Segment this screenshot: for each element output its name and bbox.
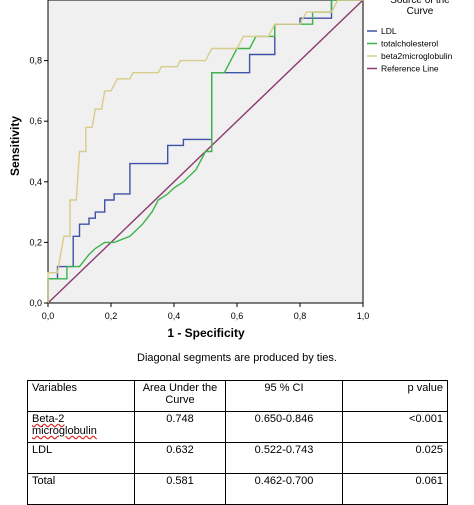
header-variables: Variables bbox=[27, 380, 135, 412]
legend-label-beta2microglobulin: beta2microglobulin bbox=[381, 51, 453, 61]
roc-chart: 0,0 0,2 0,4 0,6 0,8 1,0 0,0 0,2 0,4 0,6 0,8 1 - Sp… bbox=[8, 0, 453, 340]
row-p-value: 0.025 bbox=[342, 442, 448, 474]
row-auc: 0.581 bbox=[134, 473, 226, 505]
x-tick-label: 0,8 bbox=[294, 311, 307, 321]
x-axis-label: 1 - Specificity bbox=[167, 326, 245, 340]
legend: Source of the Curve LDL totalcholesterol be… bbox=[367, 0, 453, 74]
row-ci: 0.522-0.743 bbox=[225, 442, 343, 474]
row-ci: 0.650-0.846 bbox=[225, 411, 343, 443]
y-tick-label: 0,8 bbox=[29, 56, 42, 66]
row-variable: Beta-2 microglobulin bbox=[27, 411, 135, 443]
legend-title-line2: Curve bbox=[407, 6, 434, 17]
x-tick-label: 0,2 bbox=[105, 311, 118, 321]
header-ci: 95 % CI bbox=[225, 380, 343, 412]
row-p-value: <0.001 bbox=[342, 411, 448, 443]
x-tick-label: 0,4 bbox=[168, 311, 181, 321]
series-layer bbox=[47, 0, 364, 304]
table-row: Total 0.581 0.462-0.700 0.061 bbox=[27, 473, 448, 505]
y-tick-label: 0,6 bbox=[29, 116, 42, 126]
table-header-row: Variables Area Under the Curve 95 % CI p… bbox=[27, 380, 448, 412]
x-tick-label: 1,0 bbox=[357, 311, 370, 321]
results-table: Variables Area Under the Curve 95 % CI p… bbox=[27, 380, 448, 505]
y-tick-label: 0,4 bbox=[29, 177, 42, 187]
row-auc: 0.632 bbox=[134, 442, 226, 474]
header-auc: Area Under the Curve bbox=[134, 380, 226, 412]
row-variable: Total bbox=[27, 473, 135, 505]
table-row: Beta-2 microglobulin 0.748 0.650-0.846 <… bbox=[27, 411, 448, 443]
table-row: LDL 0.632 0.522-0.743 0.025 bbox=[27, 442, 448, 474]
row-p-value: 0.061 bbox=[342, 473, 448, 505]
chart-footnote: Diagonal segments are produced by ties. bbox=[137, 352, 337, 364]
y-axis-label: Sensitivity bbox=[8, 116, 22, 176]
legend-label-reference-line: Reference Line bbox=[381, 64, 439, 74]
row-ci: 0.462-0.700 bbox=[225, 473, 343, 505]
series-line-totalcholesterol bbox=[47, 0, 363, 303]
tick-layer: 0,0 0,2 0,4 0,6 0,8 1,0 0,0 0,2 0,4 0,6 0,8 bbox=[29, 56, 369, 321]
legend-title: Source of the bbox=[390, 0, 450, 6]
row-variable: LDL bbox=[27, 442, 135, 474]
y-tick-label: 0,0 bbox=[29, 298, 42, 308]
legend-label-ldl: LDL bbox=[381, 26, 397, 36]
y-tick-label: 0,2 bbox=[29, 237, 42, 247]
x-tick-label: 0,6 bbox=[231, 311, 244, 321]
header-p-value: p value bbox=[342, 380, 448, 412]
row-auc: 0.748 bbox=[134, 411, 226, 443]
legend-label-totalcholesterol: totalcholesterol bbox=[381, 39, 438, 49]
x-tick-label: 0,0 bbox=[42, 311, 55, 321]
series-line-beta2microglobulin bbox=[47, 0, 363, 303]
